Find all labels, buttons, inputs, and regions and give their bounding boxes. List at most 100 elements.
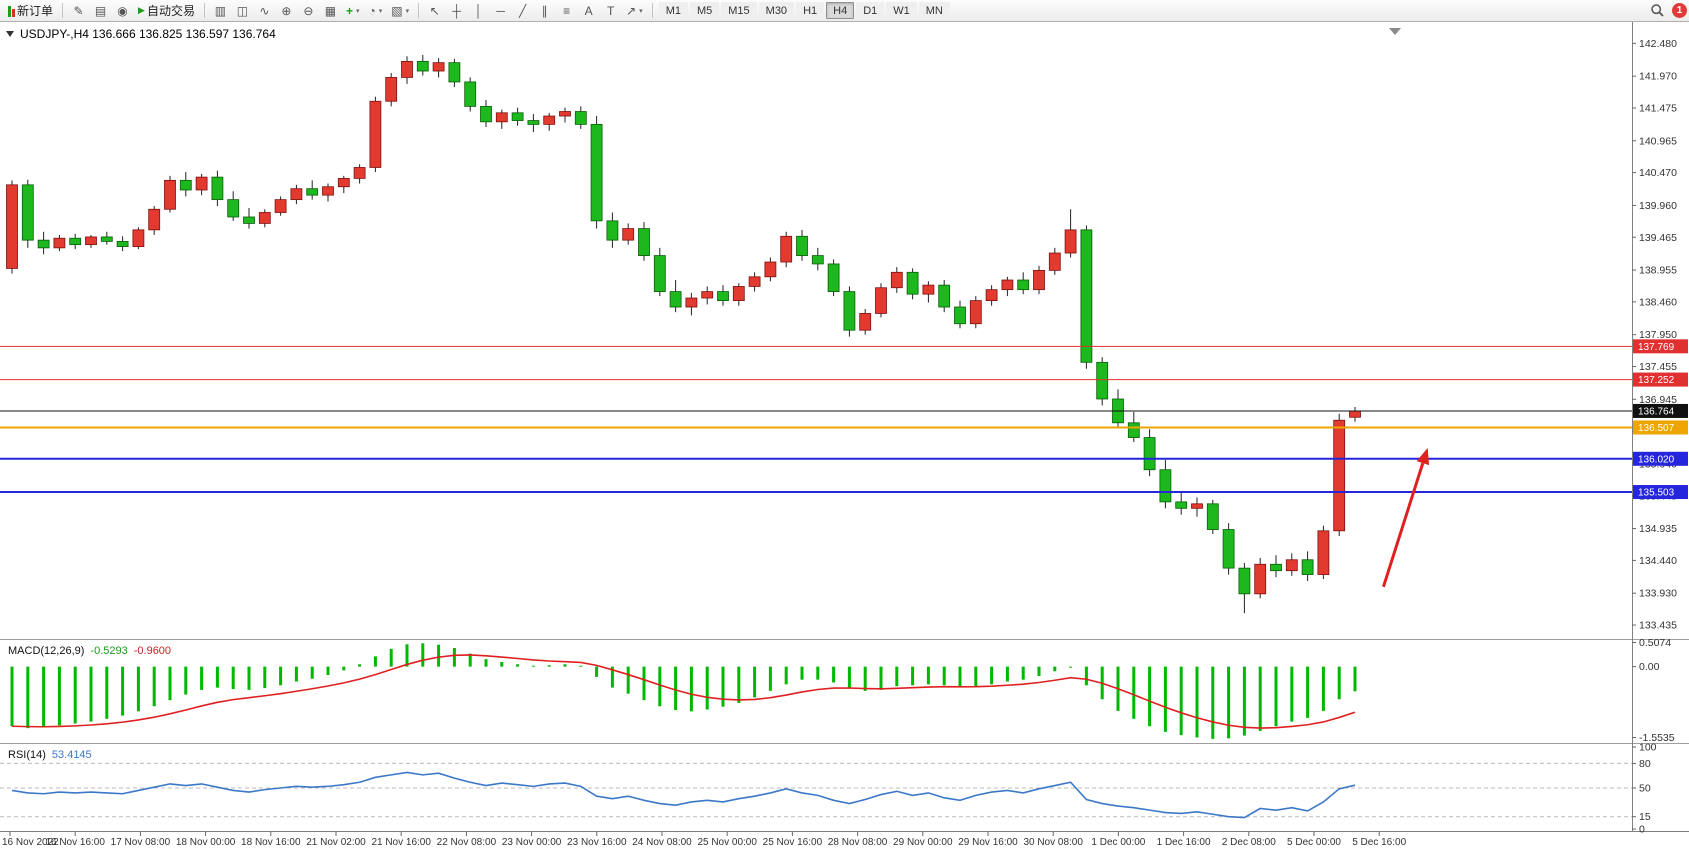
candle	[732, 286, 745, 301]
one-click-trading-toggle[interactable]	[6, 31, 14, 37]
candle	[764, 261, 777, 278]
toolbar-separator	[651, 3, 653, 18]
zoom-in-button[interactable]: ⊕	[276, 1, 297, 20]
timeframe-m5-button[interactable]: M5	[689, 2, 720, 19]
candle	[1017, 279, 1030, 291]
candle	[322, 186, 334, 196]
horizontal-line-button[interactable]: ─	[490, 1, 511, 20]
navigator-button[interactable]: ◉	[112, 1, 133, 20]
market-watch-button[interactable]: ▤	[90, 1, 111, 20]
candle	[811, 255, 824, 265]
candlestick-chart-icon: ◫	[236, 3, 249, 18]
candle	[969, 300, 982, 325]
new-order-label: 新订单	[17, 4, 54, 18]
candle	[701, 291, 714, 299]
candlestick-chart-button[interactable]: ◫	[232, 1, 253, 20]
tile-windows-button[interactable]: ▦	[320, 1, 341, 20]
notification-badge[interactable]: 1	[1672, 3, 1687, 18]
time-axis-label: 23 Nov 16:00	[567, 837, 627, 848]
time-axis-label: 5 Dec 16:00	[1352, 837, 1406, 848]
candle	[1080, 229, 1093, 363]
svg-text:50: 50	[1639, 783, 1651, 795]
candle	[511, 112, 524, 121]
candle	[796, 235, 808, 256]
candle	[906, 271, 919, 295]
time-axis-label: 21 Nov 16:00	[371, 837, 431, 848]
svg-text:142.480: 142.480	[1639, 38, 1677, 50]
arrows-icon: ↗	[626, 3, 637, 18]
time-axis-label: 18 Nov 00:00	[176, 837, 236, 848]
indicators-button[interactable]: + ▾	[342, 1, 364, 20]
svg-text:138.955: 138.955	[1639, 265, 1677, 277]
chevron-down-icon: ▾	[405, 7, 410, 15]
templates-button[interactable]: ▧ ▾	[387, 1, 413, 20]
candle	[1048, 252, 1061, 271]
text-button[interactable]: A	[578, 1, 599, 20]
timeframe-d1-button[interactable]: D1	[856, 2, 885, 19]
candle	[1349, 410, 1361, 418]
chart-shift-marker[interactable]	[1389, 28, 1401, 35]
candle	[243, 216, 255, 224]
candle	[1033, 269, 1045, 291]
candle	[100, 236, 113, 242]
timeframe-h1-button[interactable]: H1	[796, 2, 825, 19]
candle	[1301, 559, 1314, 575]
price-badge-136.507: 136.507	[1638, 423, 1675, 434]
zoom-out-button[interactable]: ⊖	[298, 1, 319, 20]
svg-text:80: 80	[1639, 758, 1651, 770]
candle	[875, 287, 887, 314]
cursor-button[interactable]: ↖	[424, 1, 445, 20]
timeframe-h4-button[interactable]: H4	[826, 2, 855, 19]
timeframe-m30-button[interactable]: M30	[758, 2, 795, 19]
text-label-icon: T	[606, 3, 615, 18]
periods-icon: ◔	[368, 3, 376, 18]
candle	[211, 176, 224, 201]
timeframe-w1-button[interactable]: W1	[886, 2, 917, 19]
equidistant-channel-button[interactable]: ∥	[534, 1, 555, 20]
time-axis-label: 22 Nov 08:00	[437, 837, 497, 848]
candle	[954, 306, 966, 325]
auto-trading-button[interactable]: ▶ 自动交易	[134, 1, 199, 20]
fibonacci-button[interactable]: ≡	[556, 1, 577, 20]
candle	[543, 115, 556, 125]
timeframe-mn-button[interactable]: MN	[918, 2, 950, 19]
rsi-plot	[0, 762, 1632, 819]
time-axis-label: 24 Nov 08:00	[632, 837, 692, 848]
time-axis-label: 29 Nov 16:00	[958, 837, 1018, 848]
trend-arrow[interactable]	[1382, 447, 1430, 588]
candle	[21, 184, 34, 241]
timeframe-m1-button[interactable]: M1	[658, 2, 688, 19]
candle	[274, 199, 287, 213]
svg-text:100: 100	[1639, 742, 1657, 754]
metaeditor-button[interactable]: ✎	[68, 1, 89, 20]
periods-button[interactable]: ◔ ▾	[364, 1, 386, 20]
candle	[369, 100, 382, 168]
crosshair-button[interactable]: ┼	[446, 1, 467, 20]
text-label-button[interactable]: T	[600, 1, 621, 20]
chart-window: 142.480 141.970 141.475 140.965 140.470 139.9…	[0, 22, 1689, 859]
fibonacci-icon: ≡	[563, 3, 571, 18]
svg-text:136.945: 136.945	[1639, 394, 1677, 406]
candle	[179, 179, 192, 191]
zoom-in-icon: ⊕	[281, 3, 292, 18]
time-axis-label: 29 Nov 00:00	[893, 837, 953, 848]
line-chart-button[interactable]: ∿	[254, 1, 275, 20]
bar-chart-button[interactable]: ▥	[210, 1, 231, 20]
new-order-button[interactable]: 新订单	[4, 1, 57, 20]
toolbar-separator	[203, 3, 205, 18]
candle	[148, 208, 161, 231]
arrows-button[interactable]: ↗ ▾	[622, 1, 647, 20]
timeframe-m15-button[interactable]: M15	[721, 2, 757, 19]
candle	[938, 284, 951, 308]
chart-axes[interactable]: 142.480 141.970 141.475 140.965 140.470 139.9…	[0, 22, 1689, 848]
candle	[464, 81, 477, 107]
candle	[922, 284, 935, 295]
candle	[1064, 229, 1077, 254]
svg-text:0: 0	[1639, 824, 1645, 836]
price-level-lines[interactable]	[0, 345, 1632, 494]
trendline-button[interactable]: ╱	[512, 1, 533, 20]
vertical-line-button[interactable]: │	[468, 1, 489, 20]
search-icon[interactable]	[1650, 3, 1665, 18]
chevron-down-icon: ▾	[639, 7, 643, 15]
candles	[6, 54, 1361, 614]
